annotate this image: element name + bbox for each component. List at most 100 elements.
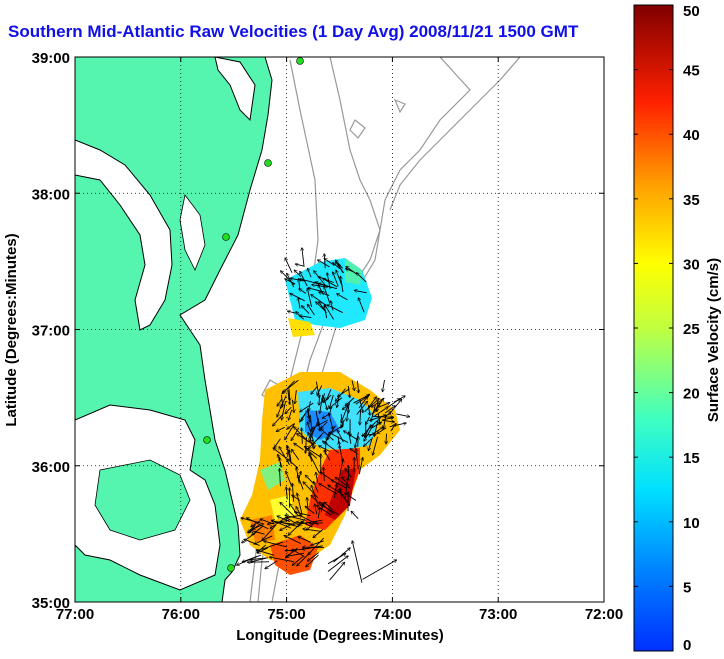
velocity-arrow <box>289 450 291 461</box>
velocity-arrow <box>294 443 304 451</box>
velocity-arrow <box>355 432 359 447</box>
land-peninsula <box>94 459 191 541</box>
velocity-arrow <box>320 503 323 513</box>
velocity-arrow <box>318 277 334 283</box>
x-tick-label: 75:00 <box>267 606 305 623</box>
velocity-arrow <box>307 498 308 511</box>
map-title: Southern Mid-Atlantic Raw Velocities (1 … <box>8 22 579 41</box>
velocity-arrow <box>371 403 380 415</box>
velocity-arrow <box>351 511 359 520</box>
velocity-arrow <box>246 518 269 530</box>
radar-site-marker <box>264 159 272 167</box>
velocity-arrow <box>368 437 373 450</box>
velocity-arrow <box>280 271 295 285</box>
velocity-arrow <box>319 395 320 405</box>
y-tick-label: 35:00 <box>32 595 70 612</box>
velocity-arrow <box>327 273 331 289</box>
velocity-arrow <box>306 448 318 459</box>
velocity-arrow <box>286 514 302 518</box>
velocity-arrow <box>297 551 312 566</box>
velocity-arrow <box>356 273 367 283</box>
velocity-arrow <box>364 398 380 413</box>
velocity-arrow <box>257 547 269 553</box>
velocity-arrow <box>337 396 340 408</box>
velocity-arrow <box>294 512 311 517</box>
velocity-arrow <box>346 266 357 275</box>
velocity-arrow <box>377 427 387 434</box>
velocity-arrow <box>287 311 297 314</box>
velocity-arrow <box>298 471 300 481</box>
y-axis-label: Latitude (Degrees:Minutes) <box>3 233 20 426</box>
y-tick-label: 36:00 <box>32 459 70 476</box>
velocity-arrow <box>356 401 368 415</box>
velocity-arrow <box>279 457 281 468</box>
velocity-arrow <box>307 552 319 562</box>
velocity-arrow <box>333 272 339 287</box>
velocity-arrow <box>301 306 310 314</box>
velocity-arrow <box>286 552 305 556</box>
velocity-arrow <box>269 557 294 563</box>
velocity-arrow <box>318 260 330 268</box>
colorbar-tick-label: 30 <box>683 256 700 273</box>
velocity-arrow <box>285 258 293 273</box>
x-tick-label: 74:00 <box>373 606 411 623</box>
velocity-arrow <box>287 389 290 405</box>
velocity-arrow <box>248 524 260 533</box>
velocity-vectors <box>237 248 410 583</box>
x-axis-label: Longitude (Degrees:Minutes) <box>236 627 444 644</box>
velocity-arrow <box>237 556 257 566</box>
velocity-arrow <box>390 423 396 432</box>
velocity-arrow <box>357 380 358 393</box>
x-tick-label: 77:00 <box>56 606 94 623</box>
velocity-arrow <box>273 448 286 459</box>
y-axis: 35:00 36:00 37:00 38:00 39:00 <box>32 50 604 612</box>
velocity-arrow <box>374 407 389 417</box>
velocity-arrow <box>298 297 301 309</box>
velocity-arrow <box>265 560 278 569</box>
velocity-arrow <box>311 385 318 394</box>
colorbar-tick-label: 45 <box>683 63 700 80</box>
velocity-arrow <box>282 380 296 394</box>
velocity-arrow <box>264 541 288 548</box>
velocity-arrow <box>313 432 324 444</box>
colorbar-tick-label: 50 <box>683 3 700 20</box>
delmarva-water <box>179 194 206 271</box>
velocity-arrow <box>280 521 297 531</box>
velocity-arrow <box>308 288 326 293</box>
velocity-arrow <box>300 271 308 287</box>
velocity-arrow <box>333 548 351 563</box>
velocity-arrow <box>314 271 326 286</box>
velocity-arrow <box>277 409 281 417</box>
velocity-arrow <box>287 459 299 469</box>
velocity-arrow <box>290 278 305 282</box>
velocity-arrow <box>250 557 266 562</box>
velocity-arrow <box>267 519 289 524</box>
velocity-arrow <box>347 402 350 421</box>
velocity-arrow <box>388 399 400 408</box>
velocity-arrow <box>338 459 343 480</box>
velocity-arrow <box>331 480 347 489</box>
colorbar-tick-label: 25 <box>683 321 700 338</box>
y-tick-label: 38:00 <box>32 186 70 203</box>
velocity-arrow <box>319 483 338 495</box>
velocity-arrow <box>291 427 300 441</box>
velocity-arrow <box>333 484 336 498</box>
velocity-arrow <box>337 388 350 397</box>
velocity-arrow <box>324 286 331 304</box>
velocity-arrow <box>318 285 324 296</box>
velocity-arrow <box>317 385 323 395</box>
radar-site-marker <box>203 436 211 444</box>
velocity-arrow <box>341 477 350 486</box>
velocity-arrow <box>313 528 324 537</box>
x-tick-label: 72:00 <box>585 606 623 623</box>
velocity-arrow <box>361 434 375 436</box>
velocity-arrow <box>289 388 290 401</box>
velocity-arrow <box>358 298 365 313</box>
velocity-arrow <box>281 401 287 420</box>
velocity-arrow <box>324 254 325 269</box>
velocity-arrow <box>299 316 312 319</box>
velocity-arrow <box>362 424 373 437</box>
velocity-arrow <box>295 264 304 267</box>
velocity-arrow <box>309 453 320 474</box>
velocity-arrow <box>294 270 302 277</box>
